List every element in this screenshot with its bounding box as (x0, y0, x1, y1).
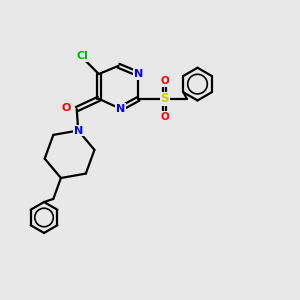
Text: S: S (160, 92, 169, 105)
Text: N: N (134, 69, 143, 79)
Text: O: O (62, 103, 71, 112)
Text: O: O (160, 76, 169, 86)
Text: Cl: Cl (76, 51, 88, 61)
Text: N: N (116, 104, 125, 114)
Text: N: N (74, 125, 83, 136)
Text: O: O (160, 112, 169, 122)
